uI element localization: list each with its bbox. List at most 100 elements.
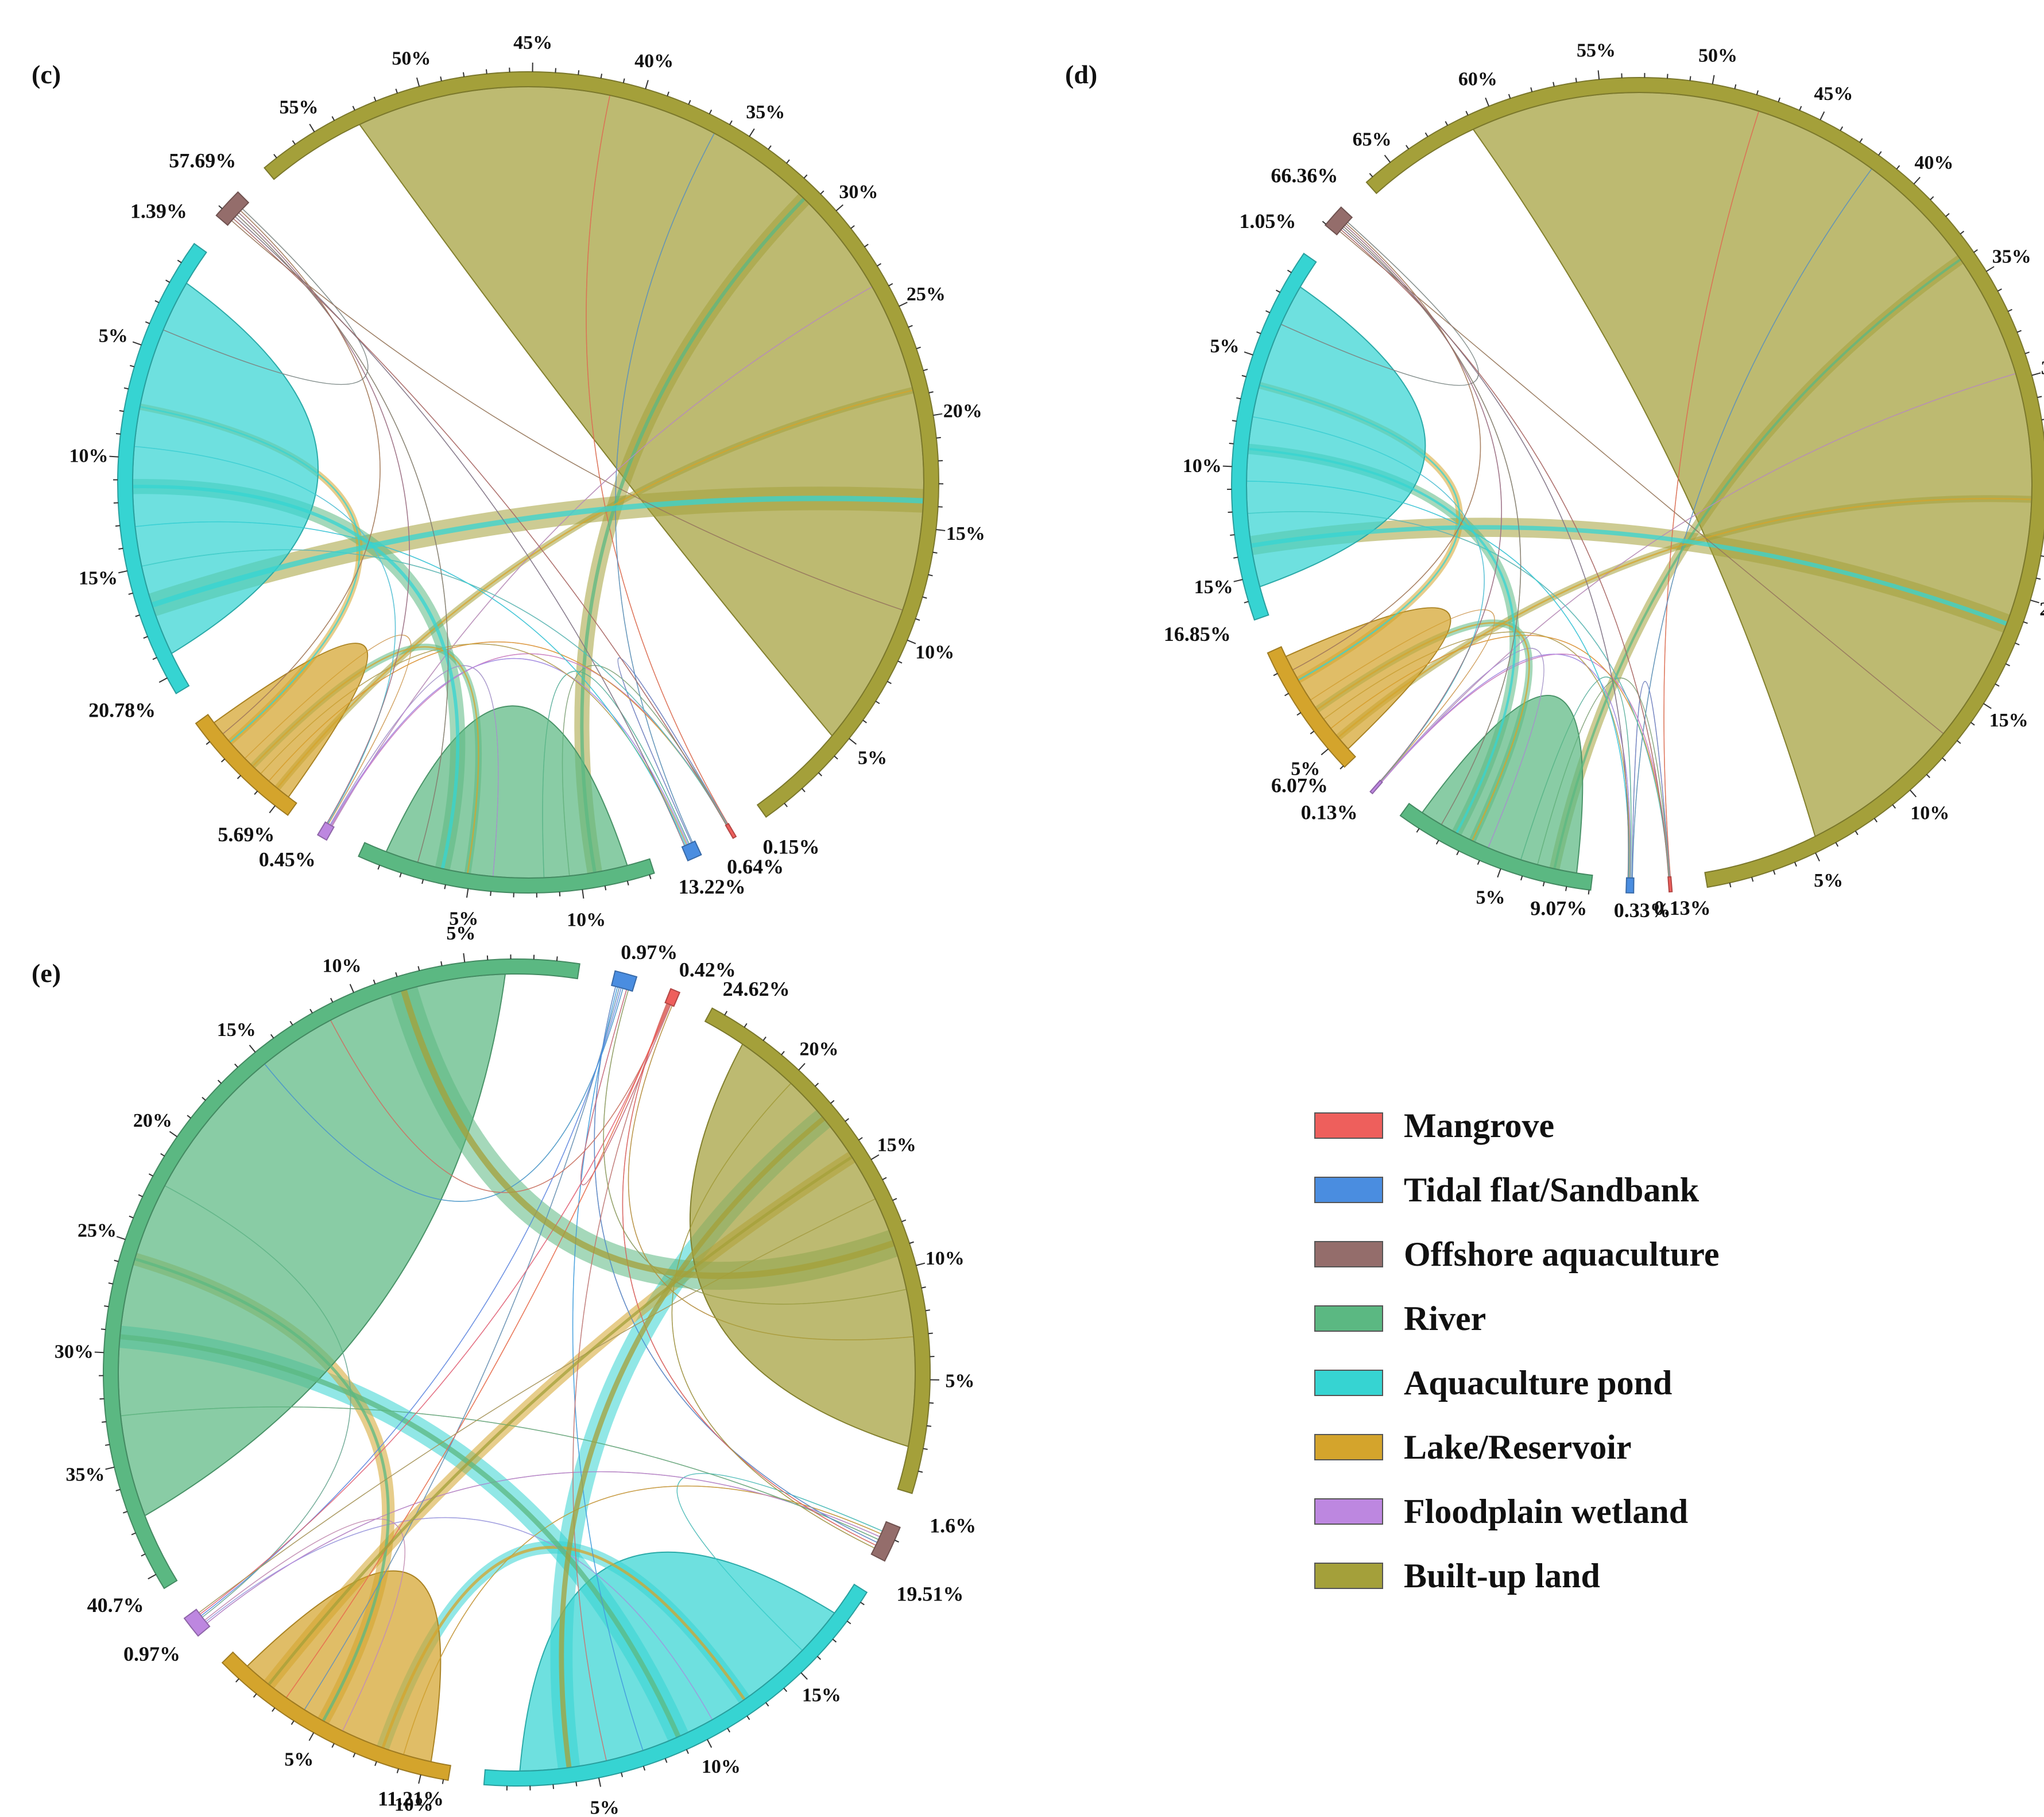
- tick-mark: [1384, 154, 1391, 163]
- tick-mark: [1892, 804, 1896, 809]
- tick-mark: [158, 677, 168, 683]
- tick-mark: [490, 891, 491, 896]
- chord-lake-reservoir-to-floodplain-wetland: [244, 635, 412, 825]
- sector-percent-label: 0.13%: [1654, 896, 1711, 919]
- legend-label-lake-reservoir: Lake/Reservoir: [1404, 1428, 1632, 1466]
- chord-mangrove-to-lake-reservoir: [286, 1003, 669, 1698]
- tick-mark: [331, 116, 335, 121]
- chord-tidal-flat-sandbank-to-mangrove: [617, 657, 728, 843]
- tick-mark: [104, 1444, 110, 1446]
- tick-mark: [706, 1739, 713, 1748]
- sector-percent-label: 1.6%: [930, 1514, 976, 1537]
- tick-mark: [416, 77, 420, 87]
- chord-built-up-land-to-mangrove: [628, 1005, 914, 1340]
- sector-built-up-land: [1365, 77, 2044, 888]
- tick-mark: [801, 788, 806, 792]
- tick-mark: [877, 263, 881, 267]
- tick-mark: [850, 225, 855, 229]
- sector-lake-reservoir: [195, 713, 297, 816]
- chord-links: [1246, 92, 2033, 878]
- sector-river: [1399, 802, 1593, 891]
- sector-percent-label: 0.13%: [1301, 801, 1358, 824]
- chord-panel-c: (c) 5% 10% 15% 20% 25% 30% 35% 40% 45% 50% 55% 57.69…: [32, 32, 985, 930]
- tick-mark: [1445, 121, 1449, 126]
- tick-mark: [1778, 97, 1781, 102]
- sector-offshore-aquaculture: [215, 191, 250, 226]
- tick-mark: [395, 88, 398, 94]
- tick-mark: [1369, 173, 1373, 177]
- tick-label: 15%: [79, 567, 118, 589]
- chord-floodplain-wetland-to-tidal-flat-sandbank: [330, 658, 688, 845]
- tick-mark: [901, 1219, 907, 1223]
- sector-percent-label: 1.39%: [130, 200, 187, 223]
- tick-mark: [440, 961, 443, 967]
- tick-mark: [118, 570, 128, 574]
- chord-mangrove-to-built-up-land: [586, 95, 729, 825]
- tick-mark: [417, 966, 420, 971]
- tick-mark: [1930, 196, 1934, 200]
- sector-percent-label: 0.97%: [621, 941, 678, 964]
- tick-mark: [600, 74, 603, 79]
- sector-mangrove: [664, 988, 681, 1007]
- chord-tidal-flat-sandbank-to-river: [264, 988, 624, 1202]
- tick-mark: [729, 120, 733, 125]
- tick-mark: [352, 106, 355, 111]
- tick-mark: [235, 1678, 239, 1683]
- tick-mark: [141, 1553, 146, 1557]
- legend-label-tidal-flat-sandbank: Tidal flat/Sandbank: [1404, 1171, 1700, 1209]
- tick-mark: [138, 1194, 143, 1197]
- chord-offshore-aquaculture-to-river: [237, 214, 449, 863]
- tick-mark: [923, 1448, 928, 1450]
- sector-aquaculture-pond: [483, 1583, 868, 1787]
- tick-mark: [463, 953, 466, 962]
- sector-percent-label: 24.62%: [723, 977, 790, 1000]
- chord-links: [118, 973, 916, 1772]
- tick-mark: [165, 279, 171, 283]
- tick-mark: [135, 614, 140, 617]
- sector-aquaculture-pond: [1230, 253, 1317, 621]
- chord-built-up-land-to-tidal-flat-sandbank: [603, 989, 907, 1305]
- tick-mark: [849, 738, 857, 745]
- tick-mark: [556, 956, 558, 961]
- chord-offshore-aquaculture-to-tidal-flat-sandbank: [235, 216, 685, 846]
- tick-mark: [724, 1011, 728, 1016]
- tick-mark: [870, 1154, 880, 1161]
- tick-mark: [1287, 269, 1292, 273]
- chord-aquaculture-pond-to-mangrove: [1247, 511, 1670, 877]
- tick-mark: [108, 1282, 113, 1285]
- tick-mark: [686, 1749, 689, 1754]
- tick-label: 65%: [1353, 129, 1392, 150]
- tick-mark: [115, 1489, 121, 1491]
- chord-offshore-aquaculture-to-built-up-land: [1339, 231, 1944, 734]
- chord-offshore-aquaculture-to-floodplain-wetland: [1344, 225, 1502, 782]
- tick-mark: [269, 805, 276, 814]
- tick-mark: [353, 1753, 356, 1758]
- tick-mark: [1873, 818, 1877, 823]
- tick-mark: [768, 145, 772, 150]
- chord-river-to-floodplain-wetland: [164, 1185, 351, 1618]
- tick-label: 35%: [65, 1464, 104, 1486]
- chord-offshore-aquaculture-to-lake-reservoir: [222, 210, 381, 734]
- tick-mark: [123, 387, 129, 390]
- tick-mark: [882, 1177, 887, 1181]
- tick-mark: [1751, 877, 1754, 882]
- tick-mark: [115, 525, 121, 527]
- chord-floodplain-wetland-to-built-up-land: [1381, 373, 2016, 783]
- tick-mark: [152, 656, 157, 660]
- tick-mark: [858, 1136, 863, 1141]
- tick-label: 20%: [2039, 599, 2044, 620]
- tick-label: 15%: [1989, 710, 2028, 731]
- chord-built-up-land-to-aquaculture-pond: [559, 1116, 826, 1768]
- tick-mark: [908, 324, 913, 328]
- chord-river-to-lake-reservoir: [134, 1257, 390, 1722]
- tick-mark: [649, 874, 652, 880]
- tick-mark: [786, 159, 790, 164]
- tick-mark: [177, 260, 182, 264]
- tick-mark: [915, 618, 920, 621]
- tick-mark: [1896, 165, 1900, 170]
- tick-mark: [1729, 883, 1732, 888]
- tick-mark: [749, 128, 755, 137]
- sector-percent-label: 40.7%: [87, 1594, 144, 1617]
- sector-percent-label: 20.78%: [88, 698, 156, 721]
